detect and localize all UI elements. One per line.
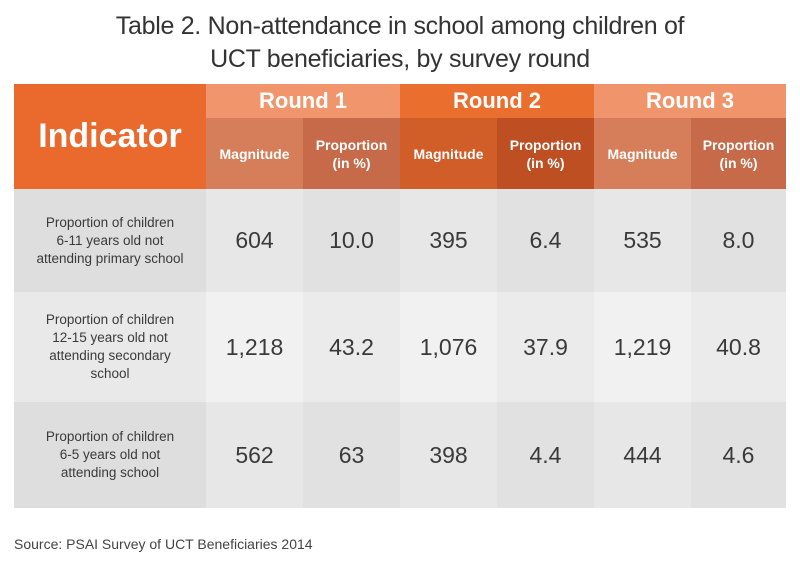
cell-value: 6.4	[497, 189, 594, 292]
round-1-proportion-header: Proportion (in %)	[303, 118, 400, 189]
cell-value: 1,076	[400, 292, 497, 402]
cell-value: 63	[303, 402, 400, 508]
proportion-unit: (in %)	[719, 154, 758, 171]
proportion-label: Proportion	[509, 136, 582, 153]
cell-value: 395	[400, 189, 497, 292]
proportion-unit: (in %)	[332, 154, 371, 171]
cell-value: 1,218	[206, 292, 303, 402]
round-1-header: Round 1	[206, 84, 400, 118]
proportion-unit: (in %)	[526, 154, 565, 171]
round-1-magnitude-header: Magnitude	[206, 118, 303, 189]
round-3-proportion-header: Proportion (in %)	[691, 118, 786, 189]
cell-value: 4.4	[497, 402, 594, 508]
cell-value: 444	[594, 402, 691, 508]
row-label-line: school	[90, 366, 130, 381]
row-label-line: Proportion of children	[45, 312, 175, 327]
cell-value: 398	[400, 402, 497, 508]
indicator-header: Indicator	[14, 84, 206, 189]
round-3-header: Round 3	[594, 84, 786, 118]
cell-value: 604	[206, 189, 303, 292]
row-label: Proportion of children 6-5 years old not…	[14, 402, 206, 508]
proportion-label: Proportion	[315, 136, 388, 153]
cell-value: 10.0	[303, 189, 400, 292]
row-label-line: attending primary school	[36, 250, 184, 266]
title-line-1: Table 2. Non-attendance in school among …	[115, 12, 685, 40]
row-label: Proportion of children 12-15 years old n…	[14, 292, 206, 402]
cell-value: 43.2	[303, 292, 400, 402]
cell-value: 562	[206, 402, 303, 508]
table-row: Proportion of children 12-15 years old n…	[14, 292, 786, 402]
row-label-line: attending secondary	[49, 348, 171, 363]
cell-value: 535	[594, 189, 691, 292]
source-note: Source: PSAI Survey of UCT Beneficiaries…	[14, 536, 313, 552]
proportion-label: Proportion	[702, 136, 775, 153]
cell-value: 40.8	[691, 292, 786, 402]
cell-value: 1,219	[594, 292, 691, 402]
table-row: Proportion of children 6-11 years old no…	[14, 189, 786, 292]
table-title: Table 2. Non-attendance in school among …	[0, 10, 800, 76]
title-line-2: UCT beneficiaries, by survey round	[210, 45, 590, 73]
round-2-proportion-header: Proportion (in %)	[497, 118, 594, 189]
row-label: Proportion of children 6-11 years old no…	[14, 189, 206, 292]
row-label-line: 6-5 years old not	[59, 447, 161, 462]
round-2-header: Round 2	[400, 84, 594, 118]
cell-value: 4.6	[691, 402, 786, 508]
row-label-line: Proportion of children	[45, 214, 175, 230]
table-row: Proportion of children 6-5 years old not…	[14, 402, 786, 508]
data-table: Indicator Round 1 Round 2 Round 3 Magnit…	[14, 84, 786, 508]
row-label-line: Proportion of children	[45, 429, 175, 444]
round-3-magnitude-header: Magnitude	[594, 118, 691, 189]
round-2-magnitude-header: Magnitude	[400, 118, 497, 189]
cell-value: 37.9	[497, 292, 594, 402]
row-label-line: attending school	[60, 465, 160, 480]
row-label-line: 12-15 years old not	[52, 330, 168, 345]
row-label-line: 6-11 years old not	[56, 232, 164, 248]
cell-value: 8.0	[691, 189, 786, 292]
